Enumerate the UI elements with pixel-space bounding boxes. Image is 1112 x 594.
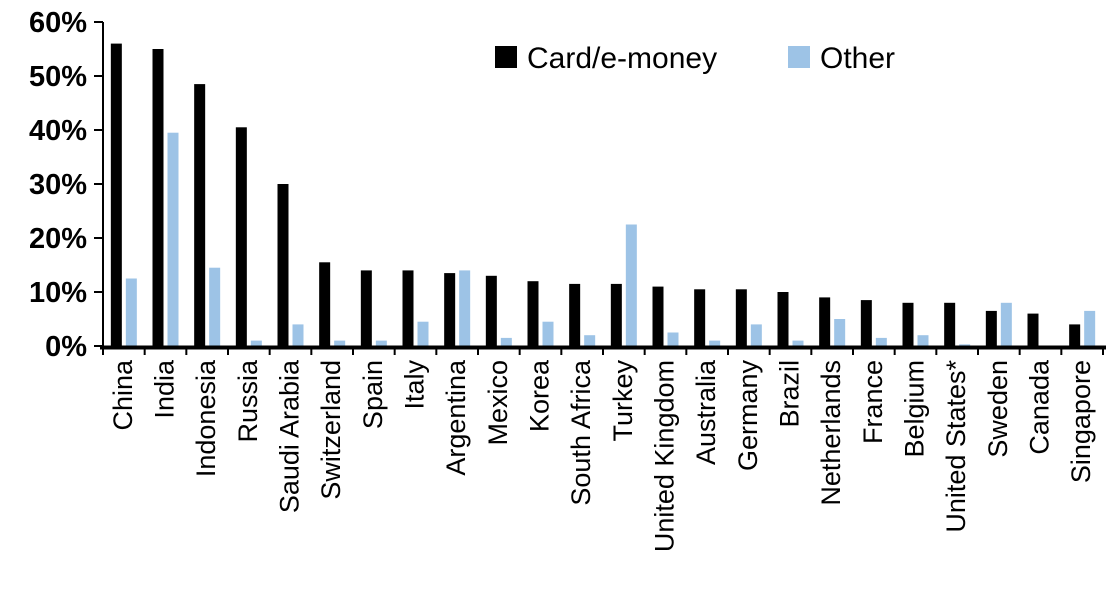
- x-axis-label: United States*: [941, 360, 971, 533]
- y-axis-label: 0%: [45, 331, 87, 363]
- bar-card-e-money: [819, 297, 831, 346]
- y-axis-label: 50%: [29, 61, 87, 93]
- bar-other: [542, 321, 554, 346]
- bar-other: [250, 340, 262, 346]
- bar-card-e-money: [194, 84, 206, 346]
- legend-item-card-e-money-label: Card/e-money: [527, 42, 717, 75]
- bar-other: [417, 321, 429, 346]
- x-axis-label: Switzerland: [316, 360, 346, 500]
- bar-other: [1000, 302, 1012, 346]
- x-axis-label: France: [858, 360, 888, 444]
- bar-card-e-money: [1027, 313, 1039, 346]
- x-axis-label: Saudi Arabia: [275, 359, 305, 513]
- bar-card-e-money: [485, 275, 497, 346]
- x-axis-label: Sweden: [983, 360, 1013, 458]
- bar-card-e-money: [694, 289, 706, 346]
- legend-item-other-swatch: [788, 46, 810, 68]
- bar-other: [584, 335, 596, 346]
- bar-card-e-money: [610, 283, 622, 346]
- x-axis-label: Australia: [691, 359, 721, 465]
- x-axis-label: Spain: [358, 360, 388, 429]
- legend-item-card-e-money-swatch: [495, 46, 517, 68]
- bar-other: [792, 340, 804, 346]
- x-axis-label: China: [108, 359, 138, 431]
- bar-other: [500, 337, 512, 346]
- bar-other: [459, 270, 471, 346]
- bar-other: [292, 324, 304, 346]
- bar-card-e-money: [902, 302, 914, 346]
- bar-card-e-money: [110, 43, 122, 346]
- bar-card-e-money: [777, 292, 789, 346]
- y-axis-label: 40%: [29, 115, 87, 147]
- legend-item-other-label: Other: [820, 42, 895, 75]
- bar-card-e-money: [735, 289, 747, 346]
- bar-card-e-money: [402, 270, 414, 346]
- bar-other: [334, 340, 346, 346]
- x-axis-label: United Kingdom: [650, 360, 680, 552]
- bar-other: [125, 278, 137, 346]
- bar-card-e-money: [319, 262, 331, 346]
- x-axis-label: Singapore: [1066, 360, 1096, 483]
- bar-other: [709, 340, 721, 346]
- x-axis-label: Italy: [400, 360, 430, 410]
- bar-card-e-money: [1069, 324, 1081, 346]
- bar-other: [959, 344, 971, 346]
- bar-card-e-money: [985, 310, 997, 346]
- y-axis-label: 10%: [29, 277, 87, 309]
- x-axis-label: Turkey: [608, 360, 638, 442]
- bar-card-e-money: [152, 49, 164, 346]
- x-axis-label: Belgium: [900, 360, 930, 458]
- bar-other: [1084, 310, 1096, 346]
- bar-other: [209, 267, 221, 346]
- x-axis-label: India: [150, 359, 180, 419]
- bar-card-e-money: [444, 273, 456, 346]
- bar-other: [625, 224, 637, 346]
- bar-other: [917, 335, 929, 346]
- bar-card-e-money: [360, 270, 372, 346]
- bar-other: [167, 132, 179, 346]
- x-axis-label: Brazil: [775, 360, 805, 428]
- bar-other: [375, 340, 387, 346]
- bar-other: [667, 332, 679, 346]
- bar-other: [875, 337, 887, 346]
- bar-other: [834, 319, 846, 346]
- y-axis-label: 60%: [29, 7, 87, 39]
- x-axis-label: Indonesia: [191, 359, 221, 477]
- bar-card-e-money: [860, 300, 872, 346]
- y-axis-label: 20%: [29, 223, 87, 255]
- x-axis-label: Argentina: [441, 359, 471, 476]
- x-axis-label: Netherlands: [816, 360, 846, 506]
- x-axis-label: Mexico: [483, 360, 513, 446]
- bar-card-e-money: [652, 286, 664, 346]
- x-axis-label: Korea: [525, 359, 555, 432]
- bar-card-e-money: [944, 302, 956, 346]
- x-axis-label: South Africa: [566, 359, 596, 506]
- x-axis-label: Russia: [233, 359, 263, 443]
- x-axis-label: Canada: [1025, 359, 1055, 455]
- y-axis-label: 30%: [29, 169, 87, 201]
- x-axis-label: Germany: [733, 360, 763, 472]
- bar-card-e-money: [527, 281, 539, 346]
- bar-card-e-money: [569, 283, 581, 346]
- bar-other: [750, 324, 762, 346]
- bar-card-e-money: [277, 184, 289, 346]
- bar-card-e-money: [235, 127, 247, 346]
